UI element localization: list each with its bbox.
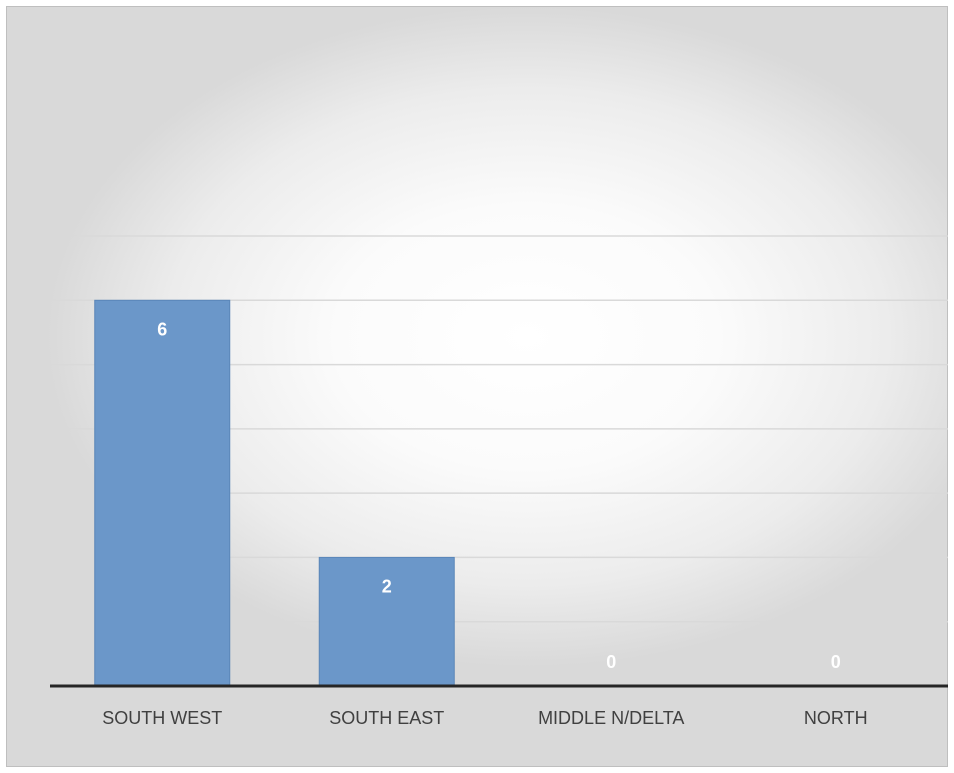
category-label: SOUTH EAST bbox=[329, 708, 444, 728]
data-label: 6 bbox=[157, 319, 167, 339]
data-label: 0 bbox=[606, 652, 616, 672]
data-label: 2 bbox=[382, 576, 392, 596]
category-label: MIDDLE N/DELTA bbox=[538, 708, 684, 728]
bar bbox=[318, 556, 455, 687]
category-label: NORTH bbox=[804, 708, 868, 728]
category-label: SOUTH WEST bbox=[102, 708, 222, 728]
bar bbox=[94, 299, 231, 687]
category-labels: SOUTH WEST SOUTH EAST MIDDLE N/DELTA NORTH bbox=[102, 708, 867, 728]
data-label: 0 bbox=[831, 652, 841, 672]
data-labels: 6 2 0 0 bbox=[157, 319, 841, 672]
bar-series bbox=[94, 299, 455, 687]
